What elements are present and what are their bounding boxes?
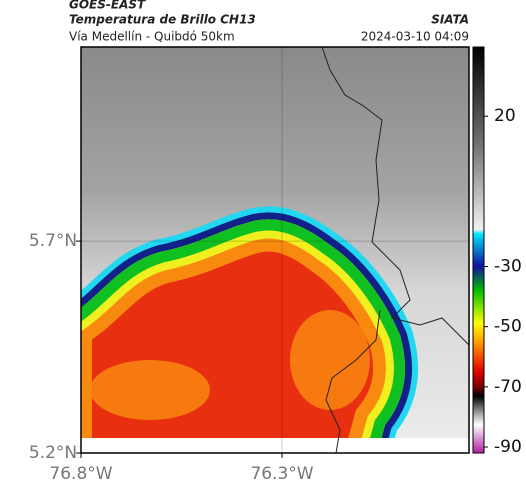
colorbar-tick-label: -90 [494,437,522,457]
x-tick-label: 76.3°W [250,464,313,484]
y-tick-label: 5.2°N [29,443,77,463]
map-image [81,47,469,453]
title: GOES-EAST [69,0,146,12]
x-tick-label: 76.8°W [49,464,112,484]
colorbar-tick-label: -50 [494,317,522,337]
source: SIATA [431,13,469,27]
colorbar-tick-label: -30 [494,257,522,277]
colorbar [472,46,485,454]
timestamp: 2024-03-10 04:09 [361,30,469,44]
colorbar-tick-label: 20 [494,106,516,126]
colorbar-tick-label: -70 [494,377,522,397]
y-tick-label: 5.7°N [29,231,77,251]
map-frame [80,46,470,454]
route: Vía Medellín - Quibdó 50km [69,30,235,44]
subtitle: Temperatura de Brillo CH13 [69,13,256,27]
